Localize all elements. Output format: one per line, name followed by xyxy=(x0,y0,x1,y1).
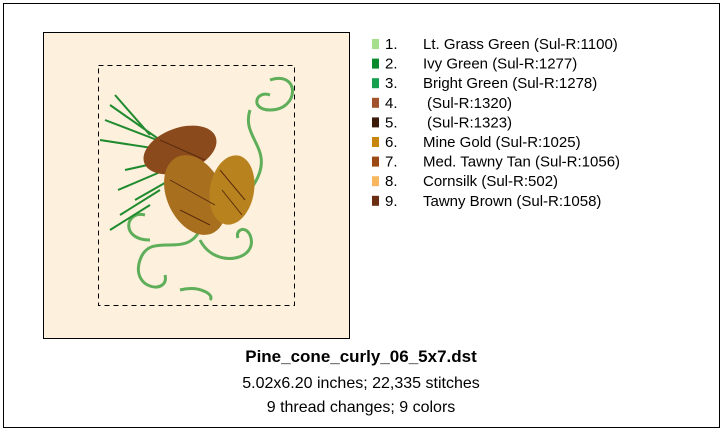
thread-number: 2. xyxy=(385,56,398,73)
size-info: 5.02x6.20 inches; 22,335 stitches xyxy=(242,375,480,392)
thread-name: Bright Green (Sul-R:1278) xyxy=(423,75,597,92)
thread-name: Cornsilk (Sul-R:502) xyxy=(423,173,558,190)
thread-name: (Sul-R:1320) xyxy=(427,95,512,112)
design-illustration xyxy=(99,76,294,302)
thread-number: 5. xyxy=(385,114,398,131)
thread-list: 1. Lt. Grass Green (Sul-R:1100) 2. Ivy Gree… xyxy=(372,36,620,210)
thread-swatch xyxy=(372,117,379,128)
thread-swatch xyxy=(372,58,379,69)
thread-number: 3. xyxy=(385,75,398,92)
thread-number: 1. xyxy=(385,36,398,53)
thread-number: 9. xyxy=(385,193,398,210)
thread-number: 8. xyxy=(385,173,398,190)
thread-name: Tawny Brown (Sul-R:1058) xyxy=(423,193,601,210)
thread-swatch xyxy=(372,78,379,89)
thread-name: Lt. Grass Green (Sul-R:1100) xyxy=(423,36,618,53)
thread-swatch xyxy=(372,156,379,167)
thread-name: Ivy Green (Sul-R:1277) xyxy=(423,56,577,73)
thread-number: 4. xyxy=(385,95,398,112)
thread-swatch xyxy=(372,195,379,206)
thread-swatch xyxy=(372,137,379,147)
thread-info: 9 thread changes; 9 colors xyxy=(267,399,456,416)
thread-number: 7. xyxy=(385,154,398,171)
thread-name: Mine Gold (Sul-R:1025) xyxy=(423,134,581,151)
thread-swatch xyxy=(372,97,379,108)
thread-swatch xyxy=(372,39,379,49)
thread-number: 6. xyxy=(385,134,398,151)
hoop-outline xyxy=(98,65,295,306)
thread-name: Med. Tawny Tan (Sul-R:1056) xyxy=(423,154,620,171)
thread-swatch xyxy=(372,176,379,187)
file-name: Pine_cone_curly_06_5x7.dst xyxy=(245,347,477,366)
thread-name: (Sul-R:1323) xyxy=(427,114,512,131)
